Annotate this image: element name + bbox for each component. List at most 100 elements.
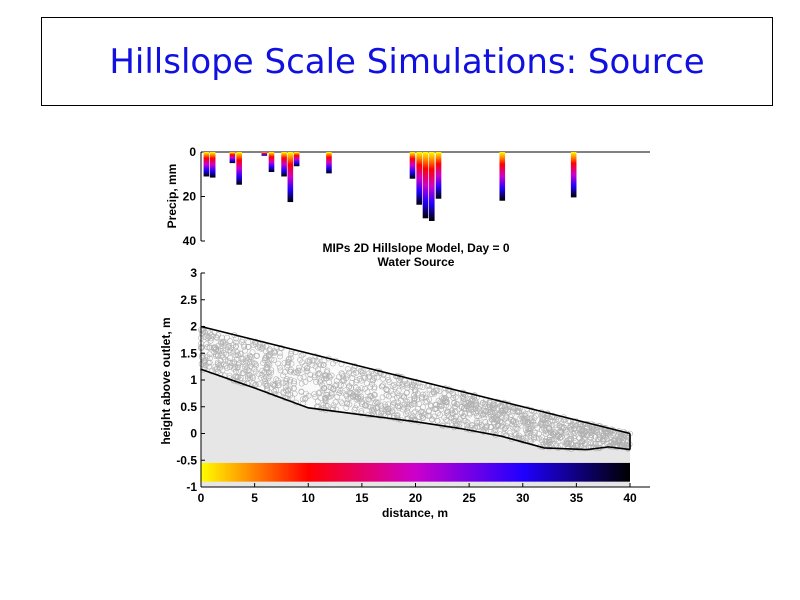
soil-particle: [433, 401, 440, 408]
soil-particle: [358, 385, 365, 392]
soil-particle: [289, 395, 296, 401]
soil-particle: [262, 355, 268, 362]
soil-particle: [525, 430, 532, 437]
soil-particle: [473, 418, 480, 425]
soil-particle: [573, 422, 580, 429]
soil-particle: [350, 370, 357, 377]
soil-particle: [460, 390, 467, 397]
soil-particle: [201, 333, 208, 340]
hill-y-tick-label: 0.5: [180, 400, 197, 414]
soil-particle: [442, 396, 449, 403]
soil-particle: [552, 422, 559, 429]
soil-particle: [238, 355, 245, 362]
hill-y-tick-label: 2: [190, 320, 197, 334]
soil-particle: [531, 434, 537, 440]
soil-particle: [489, 406, 496, 413]
soil-particle: [250, 341, 257, 348]
soil-particle: [584, 424, 590, 430]
soil-particle: [545, 425, 552, 431]
soil-particle: [475, 405, 482, 412]
soil-particle: [538, 418, 545, 425]
soil-particle: [280, 379, 287, 386]
soil-particle: [281, 360, 288, 366]
soil-particle: [438, 406, 445, 413]
soil-particle: [362, 374, 368, 381]
soil-particle: [395, 387, 402, 394]
soil-particle: [528, 414, 535, 421]
soil-particle: [390, 391, 396, 398]
soil-particle: [404, 384, 411, 391]
precip-ylabel: Precip, mm: [165, 164, 179, 229]
soil-particle: [337, 382, 344, 389]
soil-particle: [353, 369, 360, 376]
soil-particle: [436, 388, 443, 395]
soil-particle: [226, 372, 233, 379]
soil-particle: [238, 350, 244, 357]
soil-particle: [422, 399, 429, 406]
soil-particle: [345, 366, 351, 372]
soil-particle: [539, 434, 545, 441]
soil-particle: [233, 356, 240, 362]
soil-particle: [396, 403, 403, 410]
soil-particle: [338, 370, 345, 376]
soil-particle: [253, 353, 260, 359]
soil-particle: [423, 394, 429, 401]
soil-particle: [569, 441, 576, 448]
soil-particle: [388, 388, 394, 394]
soil-particle: [261, 375, 268, 382]
soil-particle: [426, 396, 433, 403]
soil-particle: [394, 412, 401, 418]
precip-bar: [268, 152, 275, 173]
precip-bar: [293, 152, 300, 167]
soil-particle: [335, 374, 342, 380]
soil-particle: [408, 414, 415, 421]
soil-particle: [285, 387, 292, 394]
hill-y-tick-label: -0.5: [176, 453, 197, 467]
soil-particle: [261, 369, 268, 376]
soil-particle: [547, 418, 554, 425]
soil-particle: [241, 343, 248, 350]
soil-particle: [316, 354, 322, 361]
soil-particle: [213, 351, 219, 358]
soil-particle: [611, 436, 618, 442]
soil-particle: [418, 408, 425, 415]
soil-particle: [370, 409, 376, 416]
hill-x-tick-label: 40: [623, 491, 637, 505]
soil-particle: [362, 402, 368, 409]
soil-particle: [480, 411, 487, 417]
soil-particle: [512, 405, 519, 412]
soil-particle: [199, 366, 206, 373]
soil-particle: [543, 431, 549, 437]
soil-particle: [252, 381, 259, 388]
soil-particle: [275, 360, 282, 367]
soil-particle: [562, 426, 569, 433]
soil-particle: [269, 381, 276, 387]
soil-particle: [524, 425, 531, 432]
soil-particle: [401, 393, 408, 400]
soil-particle: [320, 401, 327, 408]
soil-particle: [358, 377, 365, 384]
soil-particle: [583, 424, 590, 431]
soil-particle: [303, 368, 310, 375]
soil-particle: [328, 390, 335, 396]
soil-particle: [323, 375, 330, 382]
soil-particle: [337, 387, 344, 394]
hill-y-tick-label: 2.5: [180, 293, 197, 307]
soil-particle: [302, 396, 308, 403]
soil-particle: [491, 405, 497, 412]
soil-particle: [232, 339, 239, 346]
soil-particle: [482, 419, 489, 425]
soil-particle: [460, 393, 467, 400]
soil-particle: [322, 402, 329, 409]
soil-particle: [296, 364, 302, 371]
soil-particle: [339, 378, 346, 384]
soil-particle: [207, 355, 213, 361]
soil-particle: [386, 379, 393, 386]
soil-particle: [276, 364, 283, 371]
soil-particle: [422, 391, 429, 398]
precip-chart: 0 20 40: [183, 145, 650, 248]
soil-particle: [246, 375, 253, 382]
soil-particle: [434, 417, 441, 424]
soil-particle: [215, 347, 222, 354]
soil-particle: [606, 443, 613, 449]
